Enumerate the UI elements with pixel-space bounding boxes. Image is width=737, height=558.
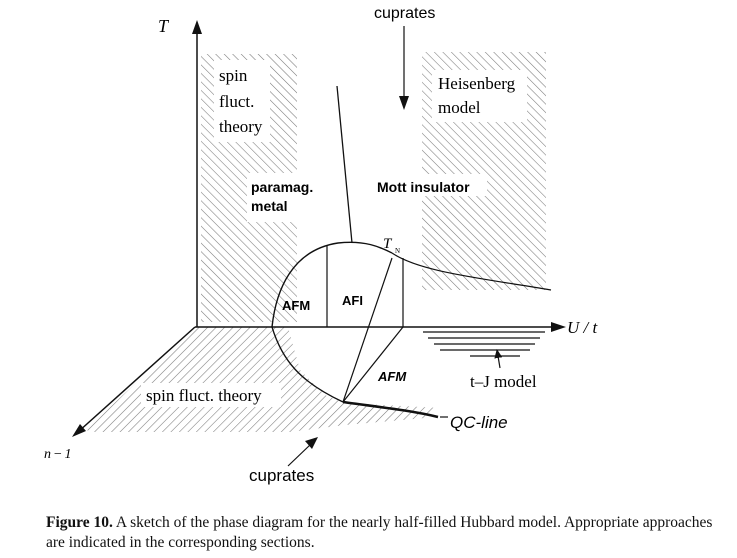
tj-model-label: t–J model [470, 372, 537, 391]
heisenberg-label-2: model [438, 98, 481, 117]
tj-arrow [494, 349, 503, 369]
tj-model-lines [423, 331, 545, 357]
figure-caption: Figure 10. A sketch of the phase diagram… [46, 513, 726, 553]
caption-label: Figure 10. [46, 514, 113, 531]
afi-diagonal [342, 257, 393, 403]
paramag-label-box [247, 173, 325, 219]
floor-label-box [141, 383, 281, 407]
tn-subscript: N [395, 247, 400, 255]
heisenberg-label-1: Heisenberg [438, 74, 516, 93]
mott-label-box [422, 174, 487, 196]
mott-insulator-label: Mott insulator [377, 179, 470, 195]
u-axis-label: U / t [567, 318, 599, 337]
heisenberg-label-box [432, 70, 527, 122]
afm-left-label: AFM [282, 298, 310, 313]
cuprates-bottom-arrowhead [305, 437, 318, 449]
cuprates-top-label: cuprates [374, 5, 435, 22]
spin-fluct-label-box [214, 60, 270, 142]
qc-line-label: QC-line [450, 413, 508, 432]
tn-label: T [383, 236, 393, 252]
spin-fluct-label-3: theory [219, 117, 263, 136]
qc-line [342, 400, 439, 419]
cuprates-bottom-label: cuprates [249, 466, 314, 485]
afi-label: AFI [342, 293, 363, 308]
paramag-label-2: metal [251, 198, 288, 214]
afm-floor-curve [271, 326, 344, 403]
crossover-line [336, 85, 353, 244]
n-axis [77, 326, 196, 433]
spin-fluct-floor-label: spin fluct. theory [146, 386, 262, 405]
spin-fluct-label-1: spin [219, 66, 248, 85]
t-axis-arrow [192, 20, 202, 34]
caption-text: A sketch of the phase diagram for the ne… [46, 514, 713, 551]
n-axis-arrow [72, 424, 86, 437]
afm-bottom-label: AFM [377, 369, 407, 384]
spin-fluct-label-2: fluct. [219, 92, 254, 111]
u-axis-arrow [551, 322, 566, 332]
cuprates-top-arrowhead [399, 96, 409, 110]
n-axis-label: n−1 [44, 447, 73, 462]
right-diagonal [342, 326, 404, 403]
t-axis-label: T [158, 16, 170, 36]
cuprates-bottom-arrow [287, 443, 312, 467]
paramag-label-1: paramag. [251, 179, 313, 195]
